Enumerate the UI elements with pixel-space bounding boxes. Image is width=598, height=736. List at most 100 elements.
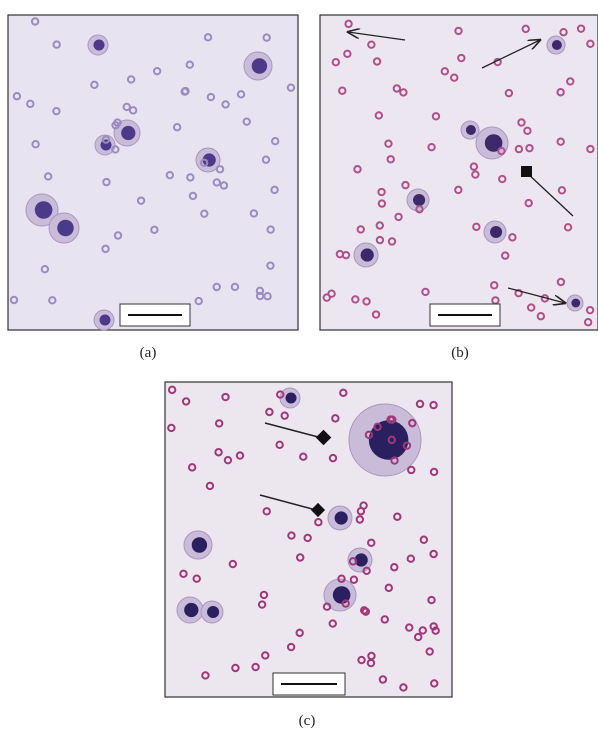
red-cell xyxy=(52,40,61,49)
red-cell xyxy=(9,295,19,305)
red-cell xyxy=(387,237,397,246)
red-cell xyxy=(212,282,221,292)
nucleus xyxy=(551,40,562,50)
red-cell xyxy=(214,419,224,428)
red-cell xyxy=(431,626,440,635)
red-cell xyxy=(586,144,595,154)
cells xyxy=(9,17,296,331)
red-cell xyxy=(40,265,50,274)
red-cell xyxy=(366,658,376,668)
red-cell xyxy=(187,463,197,472)
red-cell xyxy=(90,80,99,89)
red-cell xyxy=(328,453,338,463)
red-cell xyxy=(415,205,424,214)
red-cell xyxy=(559,28,568,37)
red-cell xyxy=(296,553,305,562)
red-cell xyxy=(353,165,362,174)
red-cell xyxy=(179,569,188,579)
red-cell xyxy=(52,106,61,116)
red-cell xyxy=(469,162,479,171)
red-cell xyxy=(31,140,40,149)
red-cell xyxy=(181,397,191,406)
red-cell xyxy=(30,17,40,26)
red-cell xyxy=(136,196,146,205)
red-cell xyxy=(223,455,233,465)
red-cell xyxy=(355,515,365,524)
red-cell xyxy=(362,566,371,576)
red-cell xyxy=(377,199,387,208)
red-cell xyxy=(228,559,238,569)
red-cell xyxy=(427,595,436,605)
red-cell xyxy=(471,170,480,179)
red-cell xyxy=(185,60,194,69)
red-cell xyxy=(287,531,296,540)
red-cell xyxy=(457,53,466,63)
red-cell xyxy=(167,423,176,433)
red-cell xyxy=(514,288,523,298)
nucleus xyxy=(251,58,268,74)
red-cell xyxy=(205,481,215,491)
nucleus xyxy=(207,605,220,619)
red-cell xyxy=(165,170,175,180)
red-cell xyxy=(43,172,53,181)
red-cell xyxy=(111,121,120,130)
red-cell xyxy=(418,626,427,635)
red-cell xyxy=(344,19,353,29)
red-cell xyxy=(378,675,388,684)
red-cell xyxy=(359,606,369,615)
pointer-head xyxy=(521,166,532,177)
red-cell xyxy=(392,84,402,93)
nucleus xyxy=(121,125,136,141)
red-cell xyxy=(450,73,459,82)
red-cell xyxy=(367,538,376,547)
red-cell xyxy=(255,291,265,301)
arrow xyxy=(507,287,565,303)
red-cell xyxy=(406,554,416,563)
red-cell xyxy=(371,310,381,319)
red-cell xyxy=(586,39,595,48)
nucleus xyxy=(191,537,208,553)
red-cell xyxy=(266,261,275,270)
red-cell xyxy=(498,174,507,184)
nucleus xyxy=(93,39,105,51)
red-cell xyxy=(374,111,384,120)
red-cell xyxy=(172,123,182,132)
red-cell xyxy=(219,181,229,190)
red-cell xyxy=(375,221,384,230)
red-cell xyxy=(472,222,481,232)
red-cell xyxy=(221,392,230,402)
red-cell xyxy=(236,90,246,99)
cells xyxy=(167,385,440,692)
red-cell xyxy=(415,399,425,409)
red-cell xyxy=(525,143,534,153)
red-cell xyxy=(504,88,514,98)
panel-a xyxy=(7,14,299,331)
nucleus xyxy=(202,153,216,167)
red-cell xyxy=(286,83,296,92)
red-cell xyxy=(386,155,395,164)
red-cell xyxy=(199,158,209,167)
red-cell xyxy=(454,26,463,36)
red-cell xyxy=(427,142,436,152)
nucleus xyxy=(360,248,374,262)
red-cell xyxy=(203,33,213,42)
pointer xyxy=(526,172,574,217)
red-cell xyxy=(367,40,376,49)
red-cell xyxy=(322,602,332,611)
pointer xyxy=(264,422,323,439)
arrow xyxy=(348,32,406,41)
red-cell xyxy=(295,628,304,638)
red-cell xyxy=(275,440,284,450)
red-cell xyxy=(429,467,439,477)
red-cell xyxy=(271,137,280,146)
red-cell xyxy=(429,549,438,559)
red-cell xyxy=(388,415,397,424)
red-cell xyxy=(362,297,371,306)
red-cell xyxy=(328,619,337,628)
red-cell xyxy=(387,435,396,445)
red-cell xyxy=(150,225,159,234)
red-cell xyxy=(261,651,270,660)
red-cell xyxy=(231,663,240,673)
pointer xyxy=(259,494,317,511)
